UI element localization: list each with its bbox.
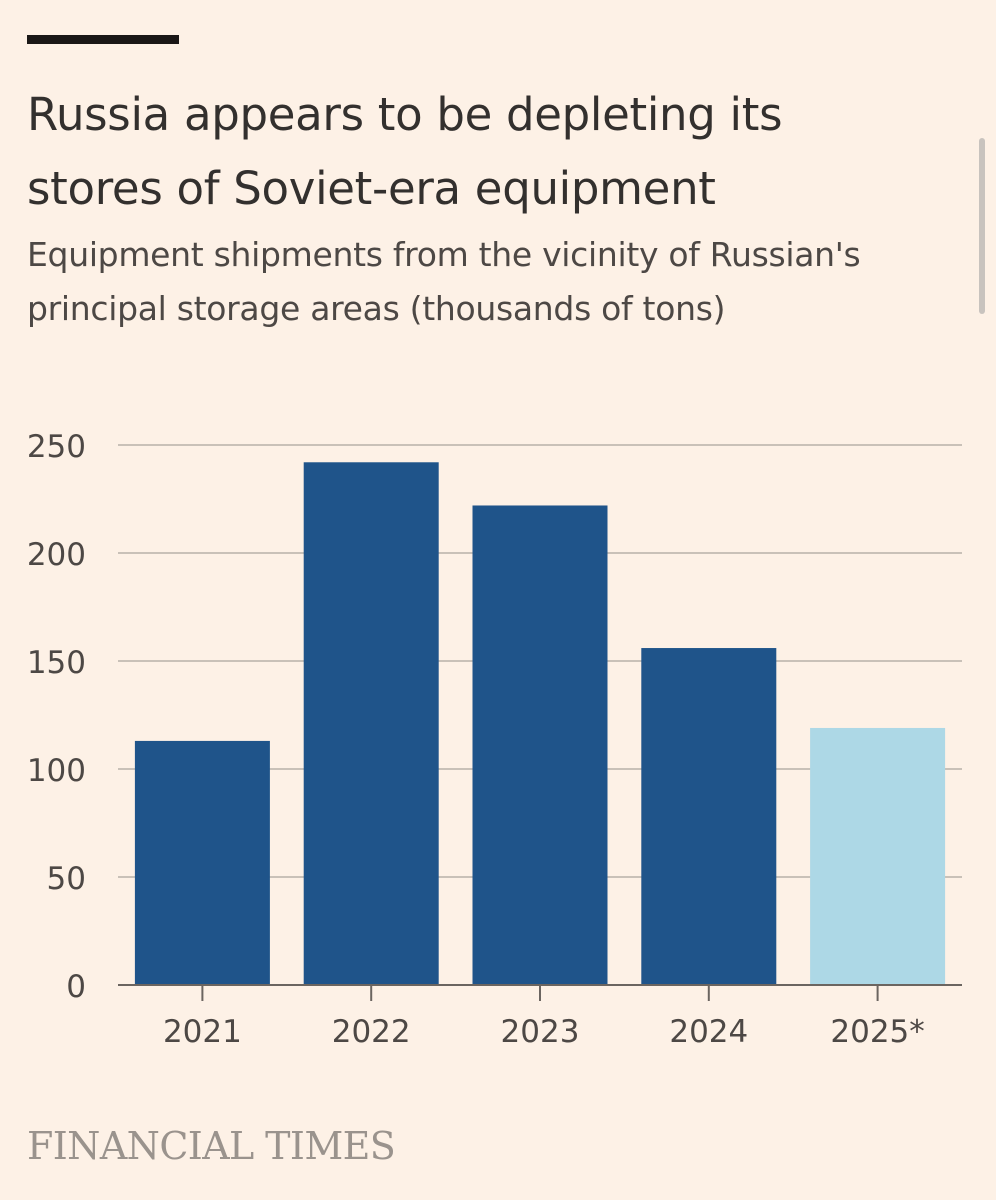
y-axis-tick-labels: 0 50 100 150 200 250 — [27, 429, 86, 1005]
chart-subtitle-line1: Equipment shipments from the vicinity of… — [27, 235, 861, 274]
y-tick-label: 0 — [66, 969, 86, 1005]
bar-2023 — [472, 505, 608, 985]
chart-title: Russia appears to be depleting its store… — [27, 78, 927, 226]
chart-title-line1: Russia appears to be depleting its — [27, 88, 783, 141]
y-tick-label: 150 — [27, 645, 86, 681]
title-accent-bar — [27, 35, 179, 44]
bar-2025* — [810, 727, 946, 985]
bar-2024 — [641, 648, 777, 985]
x-tick-label: 2025* — [830, 1014, 924, 1050]
scrollbar-thumb[interactable] — [979, 138, 985, 314]
x-axis — [118, 984, 962, 1001]
x-tick-label: 2023 — [501, 1014, 580, 1050]
y-tick-label: 200 — [27, 537, 86, 573]
chart-subtitle: Equipment shipments from the vicinity of… — [27, 228, 957, 336]
bar-2021 — [134, 740, 270, 985]
y-tick-label: 50 — [47, 861, 86, 897]
x-axis-tick-labels: 2021 2022 2023 2024 2025* — [163, 1014, 925, 1050]
bars — [134, 462, 946, 985]
bar-chart: 0 50 100 150 200 250 2021 2022 2023 2024 2025* — [27, 429, 962, 1050]
y-tick-label: 100 — [27, 753, 86, 789]
x-tick-label: 2022 — [332, 1014, 411, 1050]
x-tick-label: 2024 — [669, 1014, 748, 1050]
x-tick-label: 2021 — [163, 1014, 242, 1050]
chart-title-line2: stores of Soviet-era equipment — [27, 162, 716, 215]
bar-2022 — [303, 462, 439, 985]
y-tick-label: 250 — [27, 429, 86, 465]
chart-subtitle-line2: principal storage areas (thousands of to… — [27, 289, 726, 328]
financial-times-logo: FINANCIAL TIMES — [27, 1124, 396, 1168]
